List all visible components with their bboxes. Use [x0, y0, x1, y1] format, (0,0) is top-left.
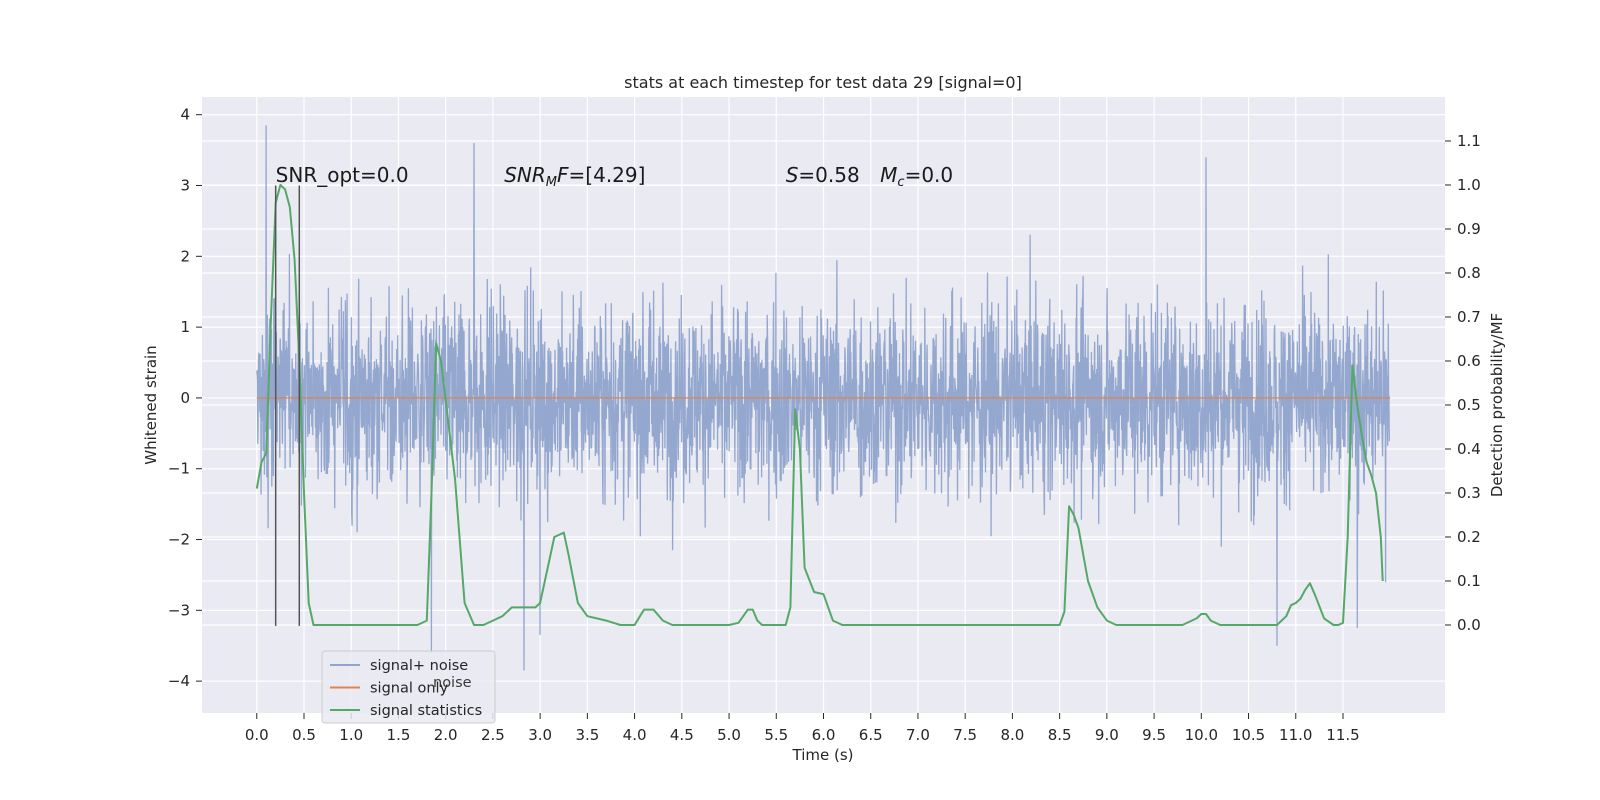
y-left-tick-label: 2 [180, 247, 190, 265]
legend-entry-label: signal only [370, 681, 449, 697]
x-tick-label: 10.5 [1232, 726, 1265, 744]
y-left-tick-label: 3 [180, 177, 190, 195]
y-right-tick-label: 0.4 [1457, 440, 1481, 458]
y-axis-right-label: Detection probability/MF [1488, 313, 1506, 497]
y-right-tick-label: 0.6 [1457, 352, 1481, 370]
x-tick-label: 9.0 [1095, 726, 1119, 744]
x-tick-label: 3.5 [575, 726, 599, 744]
x-tick-label: 11.0 [1279, 726, 1312, 744]
line-series [255, 184, 1391, 626]
y-right-tick-label: 0.5 [1457, 396, 1481, 414]
y-right-tick-label: 0.2 [1457, 528, 1481, 546]
axis-ticks: 0.0 0.5 1.0 1.5 2.0 2.5 3.0 3.5 4.0 4.5 5.0 5.5 6.0 6… [168, 106, 1481, 744]
y-right-tick-label: 1.1 [1457, 132, 1481, 150]
x-tick-label: 6.0 [812, 726, 836, 744]
y-right-tick-label: 0.8 [1457, 264, 1481, 282]
annotation-s-stat: S=0.58 [786, 163, 860, 187]
x-tick-label: 2.0 [434, 726, 458, 744]
x-tick-label: 11.5 [1326, 726, 1359, 744]
x-tick-label: 7.5 [953, 726, 977, 744]
annotations: SNR_opt=0.0 SNRMF=[4.29] S=0.58 Mc=0.0 [276, 163, 953, 190]
y-left-tick-label: −2 [168, 531, 190, 549]
x-tick-label: 1.5 [387, 726, 411, 744]
y-left-tick-label: 1 [180, 318, 190, 336]
y-right-tick-label: 0.1 [1457, 572, 1481, 590]
y-right-tick-label: 0.9 [1457, 220, 1481, 238]
annotation-part: =0.0 [905, 163, 954, 187]
x-tick-label: 6.5 [859, 726, 883, 744]
legend-box [321, 650, 496, 724]
x-tick-label: 5.5 [764, 726, 788, 744]
legend-entry-label: signal statistics [370, 703, 482, 719]
annotation-mc: Mc=0.0 [880, 163, 953, 190]
y-right-tick-label: 0.0 [1457, 616, 1481, 634]
annotation-part: F [557, 163, 569, 187]
x-axis-label: Time (s) [792, 746, 854, 764]
annotation-part: M [546, 175, 557, 190]
y-right-tick-label: 1.0 [1457, 176, 1481, 194]
signal-noise-trace [256, 125, 1390, 671]
annotation-part: =[4.29] [569, 163, 646, 187]
annotation-part: SNR [504, 163, 546, 187]
noise-series [256, 125, 1390, 671]
annotation-part: S [786, 163, 799, 187]
y-left-tick-label: −3 [168, 601, 190, 619]
annotation-snr-mf: SNRMF=[4.29] [504, 163, 645, 190]
annotation-part: c [897, 175, 904, 190]
x-tick-label: 9.5 [1142, 726, 1166, 744]
annotation-part: M [880, 163, 897, 187]
y-left-tick-label: −1 [168, 460, 190, 478]
y-right-tick-label: 0.7 [1457, 308, 1481, 326]
annotation-part: =0.58 [798, 163, 859, 187]
x-tick-label: 0.5 [292, 726, 316, 744]
annotation-snr-opt: SNR_opt=0.0 [276, 163, 409, 187]
x-tick-label: 1.0 [339, 726, 363, 744]
y-left-tick-label: 4 [180, 106, 190, 124]
legend-ghost-text: noise [433, 675, 472, 691]
x-tick-label: 7.0 [906, 726, 930, 744]
y-left-tick-label: −4 [168, 672, 190, 690]
x-tick-label: 4.0 [623, 726, 647, 744]
x-tick-label: 8.0 [1000, 726, 1024, 744]
y-axis-left-label: Whitened strain [142, 345, 160, 464]
x-tick-label: 10.0 [1185, 726, 1218, 744]
x-tick-label: 3.0 [528, 726, 552, 744]
y-left-tick-label: 0 [180, 389, 190, 407]
legend-entry-label: signal+ noise [370, 658, 468, 674]
x-tick-label: 4.5 [670, 726, 694, 744]
annotation-part: SNR_opt=0.0 [276, 163, 409, 187]
x-tick-label: 5.0 [717, 726, 741, 744]
x-tick-label: 8.5 [1048, 726, 1072, 744]
x-tick-label: 0.0 [245, 726, 269, 744]
x-tick-label: 2.5 [481, 726, 505, 744]
vertical-markers [274, 185, 301, 626]
y-right-tick-label: 0.3 [1457, 484, 1481, 502]
chart-title: stats at each timestep for test data 29 … [624, 73, 1022, 92]
signal-statistics-line [255, 184, 1384, 626]
